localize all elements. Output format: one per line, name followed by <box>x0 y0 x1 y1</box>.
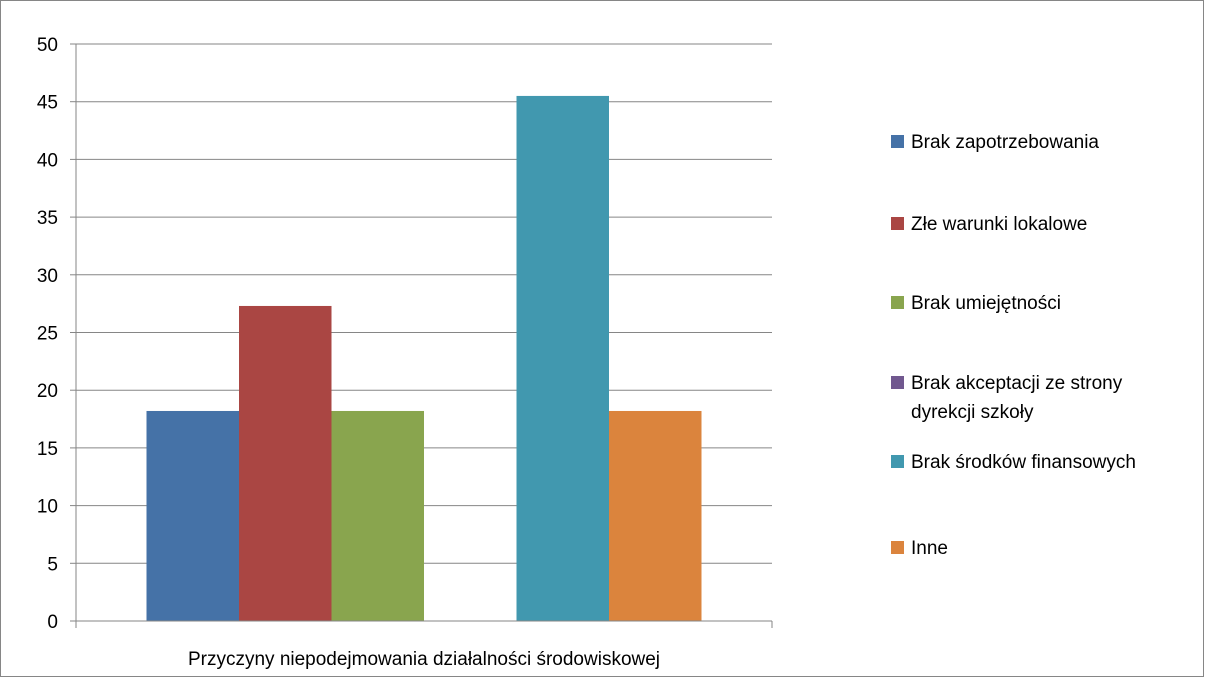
legend-item: Brak akceptacji ze strony dyrekcji szkoły <box>891 373 1123 423</box>
y-tick-label: 0 <box>47 612 58 633</box>
bar-6 <box>609 410 702 621</box>
legend-item: Złe warunki lokalowe <box>891 214 1087 235</box>
legend: Brak zapotrzebowania Złe warunki lokalowe… <box>891 132 1136 559</box>
legend-label: Brak środków finansowych <box>911 452 1136 473</box>
legend-swatch <box>891 376 904 389</box>
bars <box>146 95 702 622</box>
y-tick-label: 5 <box>47 554 58 575</box>
legend-label: Brak akceptacji ze strony <box>911 373 1123 394</box>
y-tick-label: 25 <box>37 324 58 345</box>
legend-label: Inne <box>911 538 948 559</box>
y-tick-label: 20 <box>37 381 58 402</box>
bar-5 <box>516 95 609 622</box>
y-tick-label: 45 <box>37 93 58 114</box>
legend-label: Brak zapotrzebowania <box>911 132 1099 153</box>
y-tick-label: 10 <box>37 497 58 518</box>
y-tick-label: 50 <box>37 35 58 56</box>
y-tick-label: 40 <box>37 150 58 171</box>
legend-item: Inne <box>891 538 948 559</box>
bar-3 <box>331 410 424 621</box>
bar-1 <box>146 410 239 621</box>
legend-swatch <box>891 541 904 554</box>
legend-swatch <box>891 296 904 309</box>
axes <box>70 43 773 628</box>
legend-swatch <box>891 217 904 230</box>
legend-swatch <box>891 455 904 468</box>
y-tick-label: 15 <box>37 439 58 460</box>
bar-2 <box>239 305 332 621</box>
legend-item: Brak umiejętności <box>891 293 1061 314</box>
legend-item: Brak zapotrzebowania <box>891 132 1099 153</box>
y-tick-label: 30 <box>37 266 58 287</box>
y-tick-label: 35 <box>37 208 58 229</box>
y-tick-labels: 0 5 10 15 20 25 30 35 40 45 50 <box>37 35 58 633</box>
legend-swatch <box>891 135 904 148</box>
legend-label: Brak umiejętności <box>911 293 1061 314</box>
x-category-label: Przyczyny niepodejmowania działalności ś… <box>188 649 660 670</box>
legend-label: dyrekcji szkoły <box>911 402 1034 423</box>
legend-label: Złe warunki lokalowe <box>911 214 1087 235</box>
legend-item: Brak środków finansowych <box>891 452 1136 473</box>
